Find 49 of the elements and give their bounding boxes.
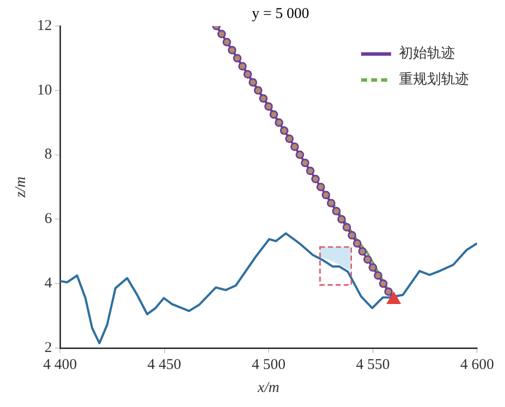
point bbox=[384, 287, 393, 296]
point bbox=[348, 231, 356, 240]
point bbox=[306, 166, 315, 176]
point bbox=[217, 30, 226, 38]
point bbox=[337, 214, 346, 224]
y-tick-label: 8 bbox=[44, 146, 52, 163]
point bbox=[270, 110, 278, 119]
point bbox=[274, 118, 284, 127]
point bbox=[243, 70, 252, 79]
point bbox=[259, 94, 268, 103]
point bbox=[290, 142, 299, 151]
x-tick-label: 4 400 bbox=[43, 356, 77, 373]
y-tick-label: 4 bbox=[44, 276, 52, 292]
point bbox=[248, 78, 258, 87]
point bbox=[296, 150, 304, 160]
point bbox=[363, 255, 372, 264]
point bbox=[254, 86, 262, 95]
point bbox=[233, 54, 242, 62]
x-tick-label: 4 450 bbox=[147, 356, 182, 373]
point bbox=[332, 206, 341, 216]
point bbox=[311, 174, 320, 184]
legend-label: 重规划轨迹 bbox=[399, 72, 470, 88]
y-axis-title: z/m bbox=[12, 176, 29, 198]
point bbox=[358, 247, 367, 256]
y-tick-label: 2 bbox=[44, 340, 52, 356]
point bbox=[374, 271, 382, 280]
point bbox=[352, 239, 362, 248]
point bbox=[322, 190, 330, 200]
point bbox=[285, 134, 294, 143]
x-tick-label: 4 550 bbox=[356, 356, 390, 373]
point bbox=[379, 279, 388, 288]
point bbox=[368, 263, 378, 272]
point bbox=[316, 182, 325, 192]
text: y = 5 000 bbox=[252, 6, 310, 22]
point bbox=[342, 223, 352, 232]
x-axis-title: x/m bbox=[256, 380, 280, 396]
point bbox=[222, 38, 232, 46]
point bbox=[326, 198, 336, 208]
y-tick-label: 10 bbox=[37, 82, 52, 98]
point bbox=[280, 126, 288, 135]
y-tick-label: 6 bbox=[44, 211, 52, 228]
point bbox=[228, 46, 236, 54]
point bbox=[300, 158, 310, 168]
y-tick-label: 12 bbox=[37, 18, 52, 34]
point bbox=[264, 102, 273, 111]
point bbox=[238, 62, 247, 70]
x-tick-label: 4 600 bbox=[460, 356, 494, 373]
x-tick-label: 4 500 bbox=[252, 356, 286, 373]
legend-label: 初始轨迹 bbox=[399, 46, 456, 62]
